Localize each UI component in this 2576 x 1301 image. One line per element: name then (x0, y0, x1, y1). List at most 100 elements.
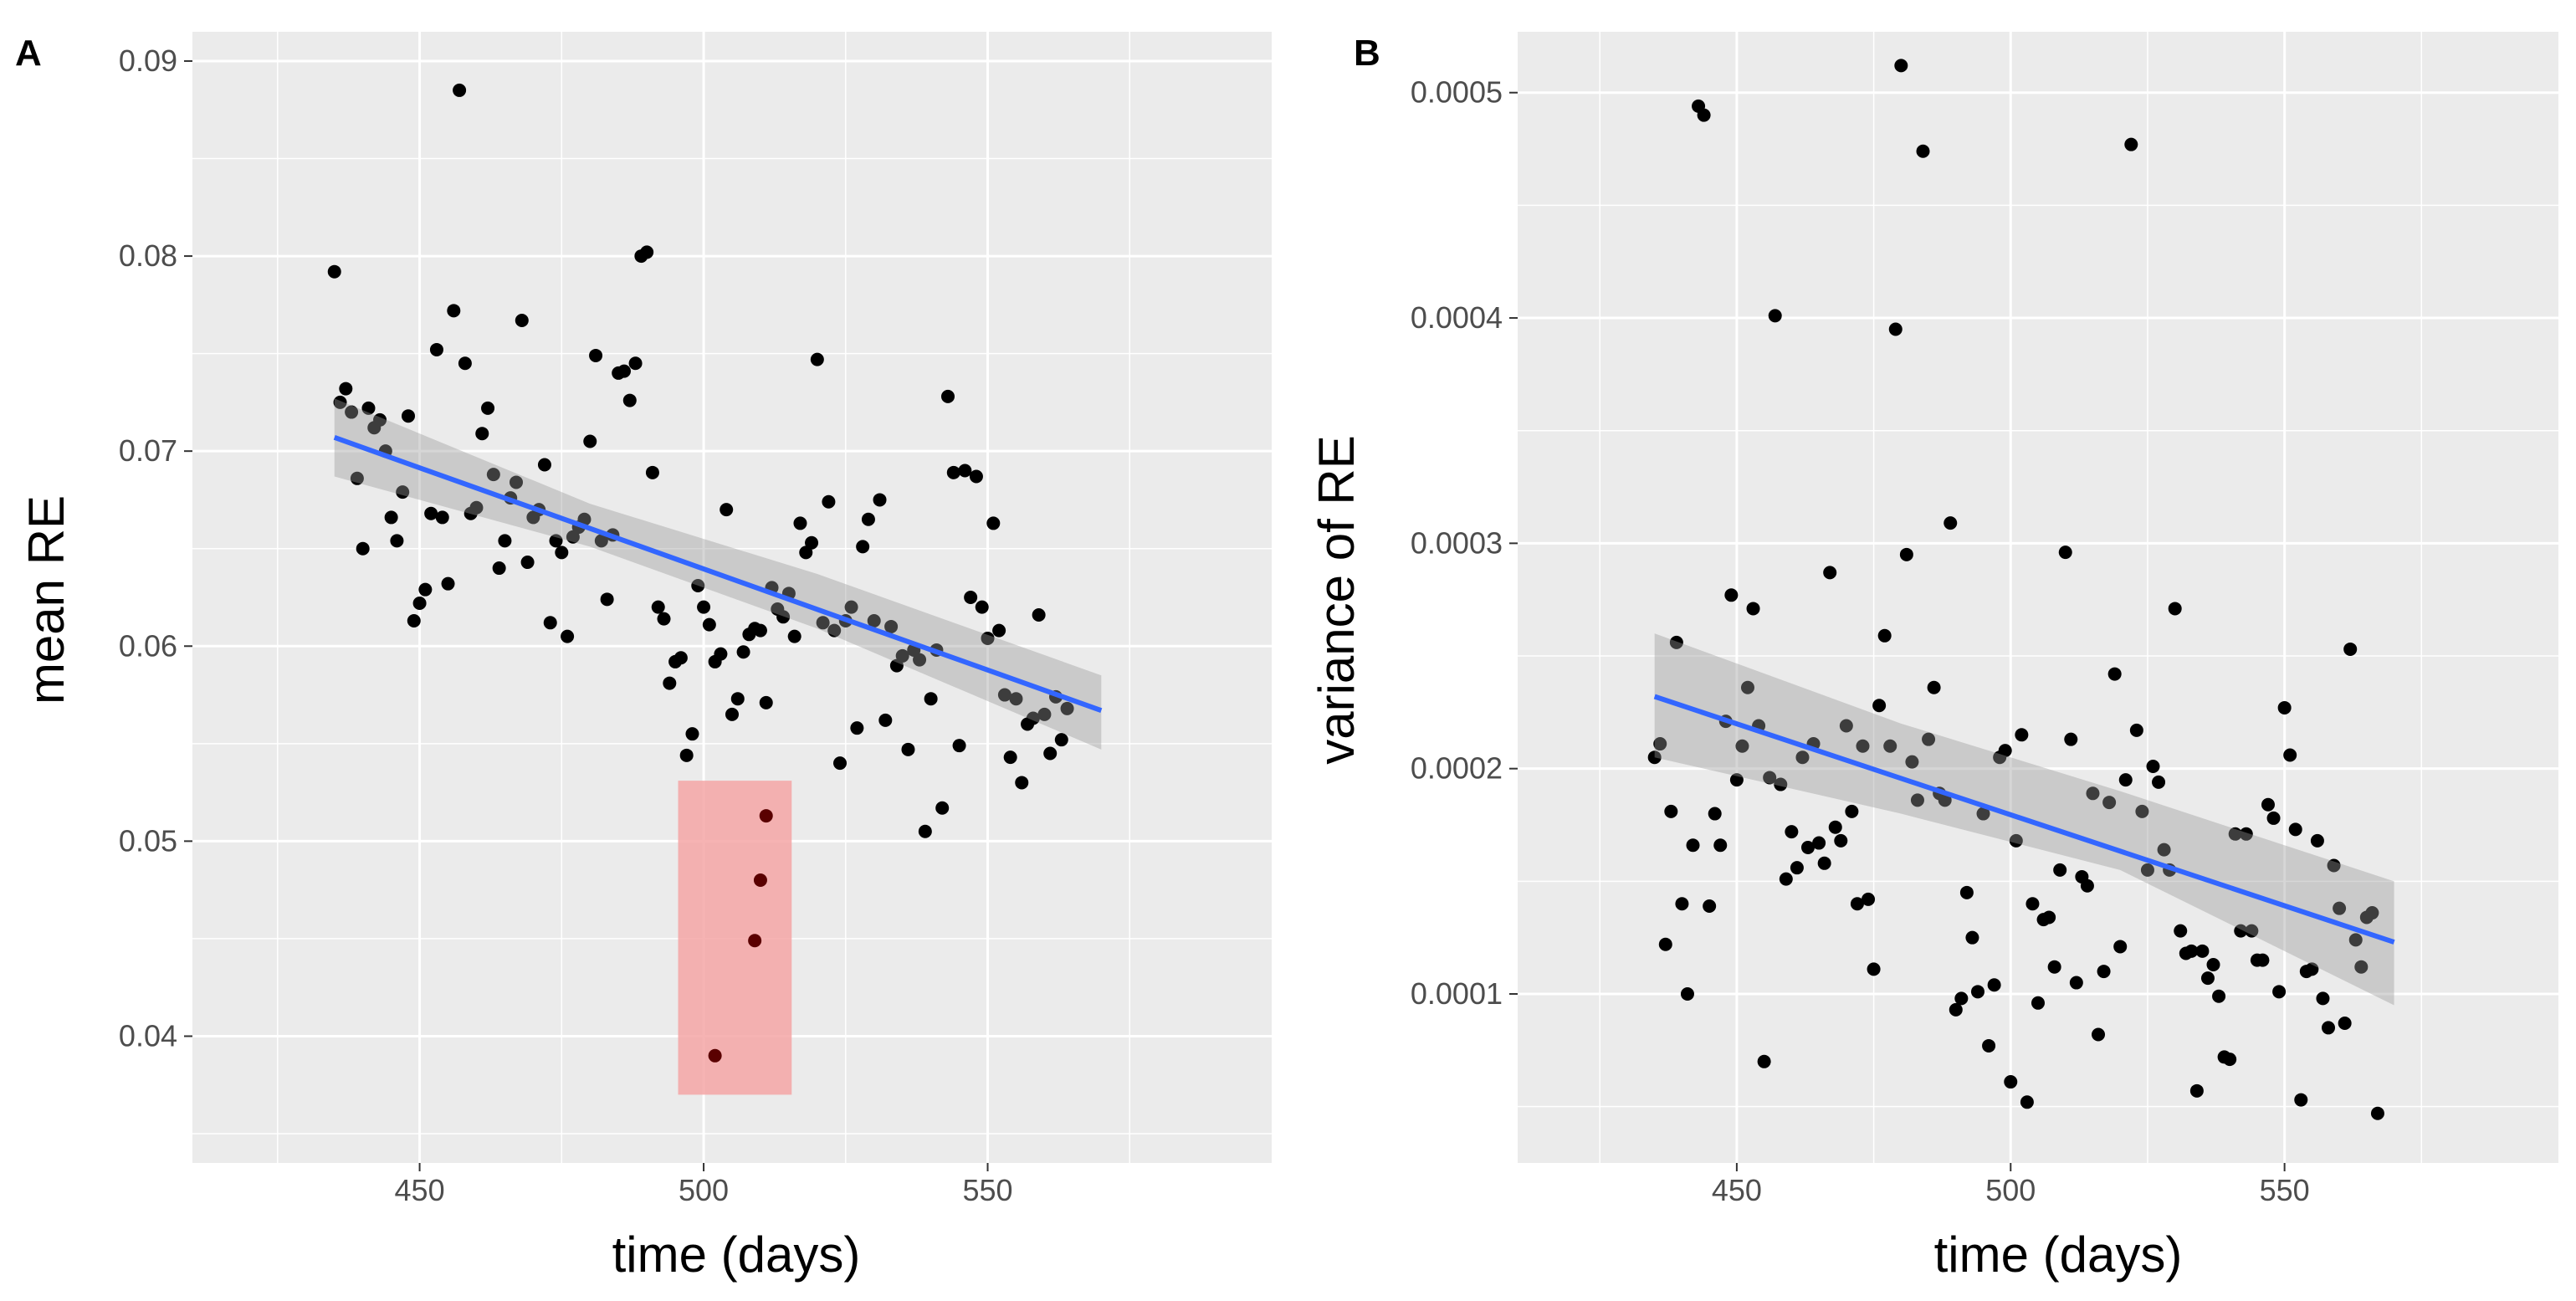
data-point-b (2086, 786, 2100, 801)
data-point-a (895, 648, 909, 663)
data-point-b (1817, 856, 1831, 870)
data-point-b (1669, 635, 1683, 649)
data-point-a (889, 658, 904, 673)
y-tick-label-a: 0.07 (119, 433, 177, 468)
data-point-b (2157, 843, 2171, 857)
data-point-b (1768, 309, 1782, 323)
data-point-b (2080, 878, 2094, 893)
data-point-b (1828, 820, 1842, 834)
data-point-a (918, 824, 932, 838)
data-point-b (1850, 897, 1864, 911)
data-point-b (2025, 897, 2040, 911)
data-point-b (2261, 797, 2275, 812)
data-point-b (2327, 858, 2341, 873)
data-point-a (997, 688, 1011, 702)
data-point-b (1927, 680, 1941, 694)
x-axis-title-b: time (days) (1934, 1227, 2183, 1283)
data-point-a (776, 610, 791, 624)
data-point-b (1916, 144, 1930, 158)
data-point-a (407, 613, 421, 627)
y-tick-label-b: 0.0004 (1411, 300, 1503, 335)
x-tick-label-a: 550 (962, 1173, 1012, 1207)
y-tick-label-a: 0.09 (119, 44, 177, 78)
data-point-a (418, 582, 433, 597)
data-point-b (1910, 793, 1924, 807)
data-point-a (566, 530, 580, 544)
data-point-b (1779, 872, 1793, 886)
data-point-a (515, 313, 529, 327)
data-point-b (1658, 937, 1672, 951)
x-tick-label-a: 500 (679, 1173, 729, 1207)
data-point-b (2294, 1093, 2308, 1107)
data-point-b (1675, 897, 1689, 911)
y-tick-label-b: 0.0001 (1411, 976, 1503, 1011)
data-point-b (2124, 137, 2138, 151)
data-point-a (396, 485, 410, 499)
x-tick-label-b: 500 (1985, 1173, 2036, 1207)
data-point-a (555, 545, 569, 560)
data-point-a (714, 647, 728, 661)
y-axis-title-a: mean RE (18, 495, 74, 704)
data-point-a (805, 535, 819, 550)
data-point-b (2343, 642, 2358, 656)
data-point-a (958, 464, 972, 478)
data-point-b (2129, 723, 2143, 737)
data-point-a (429, 342, 443, 356)
data-point-b (2256, 953, 2270, 967)
data-point-b (2118, 773, 2133, 787)
data-point-a (884, 619, 899, 633)
highlight-point (748, 934, 762, 948)
trend-line-b (1653, 694, 2395, 945)
data-point-b (2184, 944, 2199, 958)
data-point-b (1894, 59, 1908, 73)
data-point-b (2348, 933, 2363, 947)
data-point-a (878, 713, 893, 727)
data-point-b (1757, 1054, 1771, 1068)
highlight-point (708, 1048, 722, 1063)
data-point-a (736, 645, 750, 659)
data-point-b (2053, 863, 2067, 877)
data-point-a (622, 393, 637, 407)
data-point-a (458, 356, 472, 371)
data-point-b (1982, 1038, 1996, 1053)
data-point-b (1729, 773, 1744, 787)
data-point-b (1774, 777, 1788, 791)
data-point-a (561, 629, 575, 643)
data-point-b (2333, 901, 2347, 915)
data-point-a (498, 534, 512, 548)
data-point-a (1060, 701, 1074, 715)
data-point-b (2266, 811, 2281, 825)
data-point-a (640, 245, 654, 259)
data-point-b (2322, 1021, 2336, 1035)
data-point-a (589, 348, 603, 362)
data-point-b (2365, 906, 2379, 920)
data-point-b (1653, 737, 1667, 751)
data-point-a (651, 600, 665, 614)
data-point-b (2338, 1017, 2352, 1031)
data-point-a (435, 510, 449, 525)
data-point-b (1872, 699, 1887, 713)
data-point-b (1686, 838, 1700, 853)
y-tick-label-a: 0.06 (119, 628, 177, 663)
data-point-a (600, 592, 614, 607)
data-point-a (822, 494, 836, 509)
y-tick-label-a: 0.05 (119, 823, 177, 858)
data-point-b (2168, 602, 2182, 616)
data-point-a (1026, 711, 1040, 725)
data-point-a (543, 616, 557, 630)
y-tick-label-a: 0.04 (119, 1018, 177, 1053)
data-point-b (2223, 1053, 2237, 1067)
data-point-a (469, 500, 484, 515)
highlight-region (678, 781, 792, 1095)
data-point-a (730, 692, 745, 706)
data-point-a (720, 503, 734, 517)
data-point-b (2113, 940, 2128, 954)
data-point-a (412, 596, 427, 610)
x-tick-label-a: 450 (395, 1173, 445, 1207)
data-point-a (975, 600, 989, 614)
data-point-b (1949, 1002, 1963, 1017)
data-point-a (1032, 607, 1046, 622)
data-point-b (1703, 899, 1717, 913)
data-point-b (1888, 322, 1903, 336)
